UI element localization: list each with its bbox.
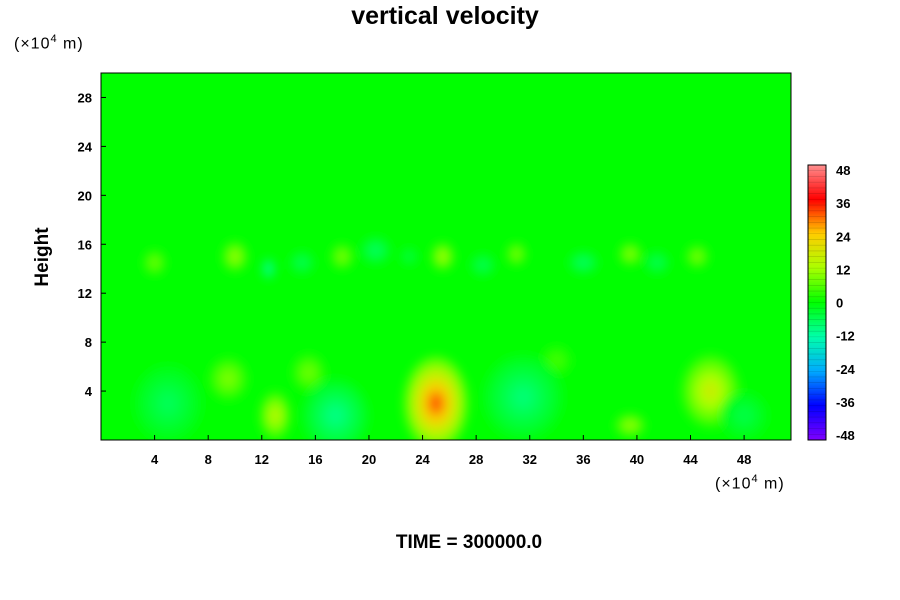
colorbar-label-3: 12 [836,262,850,277]
colorbar-label-5: -12 [836,329,855,344]
colorbar-label-8: -48 [836,428,855,443]
colorbar-label-7: -36 [836,395,855,410]
colorbar-labels: 48 36 24 12 0 -12 -24 -36 -48 [836,163,856,443]
y-unit-exponent: 4 [50,33,58,45]
x-tick-label-3: 16 [308,452,322,467]
feature-6-level-3 [552,356,561,365]
feature-21-level-3 [298,259,306,266]
y-tick-label-6: 28 [78,90,92,105]
colorbar-label-1: 36 [836,196,850,211]
colorbar-gradient [808,165,826,440]
y-tick-label-4: 20 [78,188,92,203]
x-unit-prefix: (×10 [715,475,752,493]
colorbar-label-6: -24 [836,362,856,377]
x-tick-label-1: 8 [205,452,212,467]
feature-1-level-3 [703,381,718,401]
y-tick-label-2: 12 [78,286,92,301]
colorbar-label-4: 0 [836,296,843,311]
feature-7-level-3 [327,406,344,425]
y-unit-suffix: m) [57,35,84,53]
y-tick-label-1: 8 [85,335,92,350]
feature-14-level-3 [513,250,520,258]
feature-15-level-3 [627,250,634,258]
x-tick-label-7: 32 [523,452,537,467]
feature-3-level-3 [223,373,234,385]
feature-12-level-3 [339,253,346,260]
colorbar-frame [807,164,827,441]
feature-17-level-3 [151,259,158,266]
feature-23-level-3 [653,259,661,266]
x-axis-unit: (×104 m) [715,473,785,493]
colorbar-label-0: 48 [836,163,850,178]
x-tick-label-5: 24 [415,452,430,467]
feature-22-level-3 [479,262,487,269]
colorbar: 48 36 24 12 0 -12 -24 -36 -48 [807,163,856,443]
x-tick-label-9: 40 [630,452,644,467]
feature-layer [133,235,769,440]
y-tick-label-5: 24 [78,139,93,154]
time-label: TIME = 300000.0 [395,532,543,553]
y-tick-label-3: 16 [78,237,92,252]
feature-18-level-3 [266,265,271,272]
feature-4-level-3 [304,367,314,378]
feature-0-level-3 [427,391,444,415]
y-axis-ticks: 4 8 12 16 20 24 28 [78,90,106,399]
feature-19-level-3 [371,246,380,255]
feature-2-level-3 [271,409,280,422]
plot-frame [100,72,792,441]
x-tick-label-0: 4 [151,452,159,467]
feature-16-level-3 [694,253,701,260]
colorbar-label-2: 24 [836,229,851,244]
x-unit-exponent: 4 [751,473,759,485]
x-tick-label-8: 36 [576,452,590,467]
chart-title: vertical velocity [351,2,539,30]
x-axis-ticks: 4 8 12 16 20 24 28 32 36 40 44 48 [151,435,751,467]
x-unit-suffix: m) [758,475,785,493]
y-unit-prefix: (×10 [14,35,51,53]
colorbar-bands [808,170,826,435]
x-tick-label-2: 12 [255,452,269,467]
feature-5-level-3 [626,422,635,429]
feature-13-level-3 [439,252,446,261]
plot-area [101,73,791,440]
feature-20-level-3 [579,259,588,266]
y-tick-label-0: 4 [85,384,93,399]
feature-9-level-3 [159,393,177,414]
feature-8-level-3 [512,386,534,408]
x-tick-label-4: 20 [362,452,376,467]
feature-24-level-3 [406,254,412,259]
x-tick-label-10: 44 [683,452,698,467]
feature-11-level-3 [231,252,239,261]
y-axis-unit: (×104 m) [14,33,84,53]
x-tick-label-6: 28 [469,452,483,467]
x-tick-label-11: 48 [737,452,751,467]
feature-10-level-3 [738,409,751,422]
